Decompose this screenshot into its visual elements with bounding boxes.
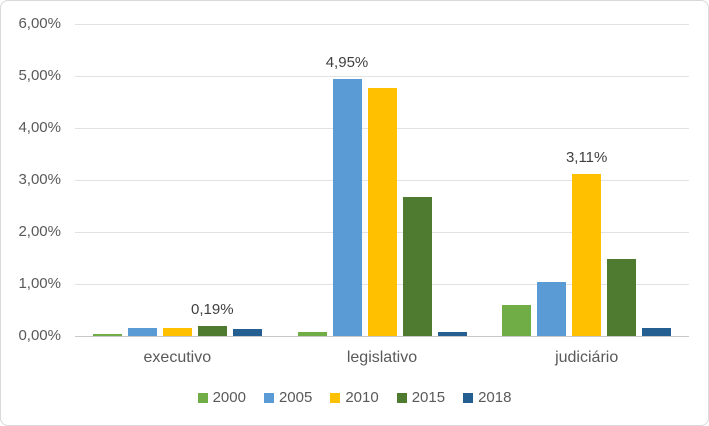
data-label: 3,11% [565,149,608,166]
category-label-judiciário: judiciário [555,349,619,366]
y-tick-label: 1,00% [18,275,61,292]
category-label-legislativo: legislativo [346,349,418,366]
legend-marker-icon [463,392,474,403]
y-tick-label: 5,00% [18,67,61,84]
legend-item-2000: 2000 [197,389,246,406]
bar-2005-executivo [127,328,157,336]
legend-item-2005: 2005 [263,389,313,406]
legend-item-2015: 2015 [396,389,446,406]
bar-2010-executivo [162,328,192,336]
legend: 2000 2005 2010 2015 2018 [1,390,708,405]
legend-marker-icon [396,392,407,403]
x-axis-line [75,336,689,337]
bar-2018-legislativo [437,332,467,336]
bar-2018-executivo [232,329,262,336]
legend-label: 2010 [345,389,379,406]
legend-label: 2015 [411,389,446,406]
gridline [75,76,689,77]
bar-2015-judiciário [607,259,637,336]
legend-label: 2018 [478,389,512,406]
bar-2000-legislativo [297,332,327,336]
bar-2000-judiciário [502,305,532,336]
bar-2018-judiciário [642,328,672,336]
bar-2010-judiciário [572,174,602,336]
bar-2015-executivo [197,326,227,336]
y-tick-label: 4,00% [18,119,61,136]
legend-item-2010: 2010 [330,389,379,406]
legend-item-2018: 2018 [463,390,511,405]
y-tick-label: 0,00% [18,327,61,344]
data-label: 4,95% [325,54,369,71]
bar-2015-legislativo [402,197,432,336]
category-label-executivo: executivo [143,349,212,366]
bar-2005-legislativo [332,79,362,336]
data-label: 0,19% [191,301,234,318]
legend-marker-icon [197,392,208,403]
gridline [75,24,689,25]
y-tick-label: 6,00% [18,15,61,32]
bar-2010-legislativo [367,88,397,336]
legend-label: 2000 [212,389,246,406]
legend-label: 2005 [278,389,313,406]
legend-marker-icon [263,392,274,403]
y-tick-label: 3,00% [18,171,61,188]
legend-marker-icon [330,392,341,403]
bar-2000-executivo [92,334,122,336]
bar-2005-judiciário [537,282,567,336]
y-tick-label: 2,00% [18,223,61,240]
